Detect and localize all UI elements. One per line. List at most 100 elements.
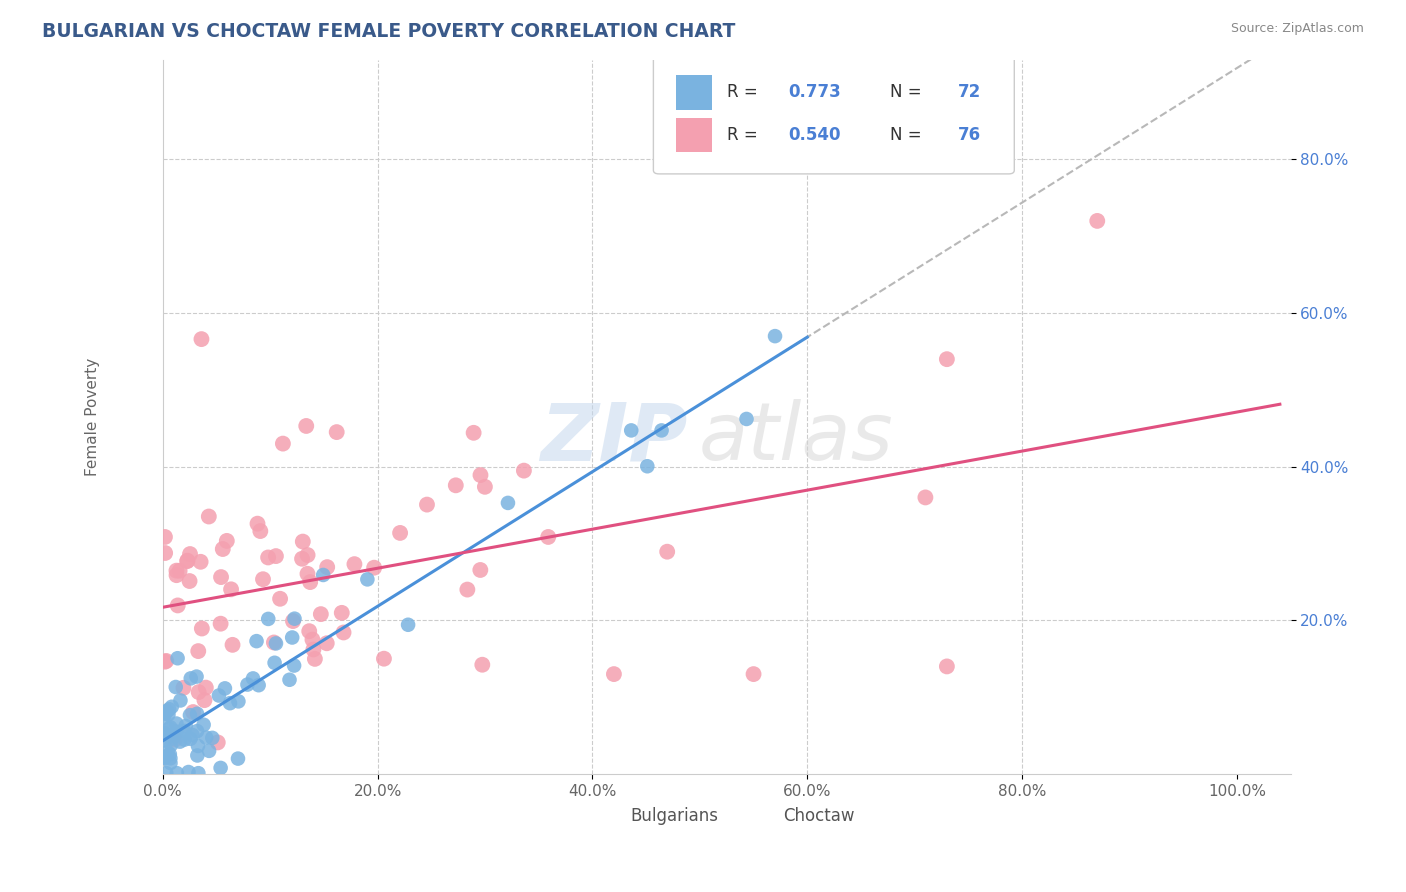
Point	[264, 549, 287, 563]
Point	[186, 748, 208, 763]
Point	[180, 672, 202, 686]
Point	[186, 706, 208, 721]
Point	[156, 745, 179, 759]
Point	[209, 761, 232, 775]
Point	[190, 332, 212, 346]
Point	[190, 555, 212, 569]
Point	[252, 572, 274, 586]
Point	[343, 557, 366, 571]
Point	[198, 744, 221, 758]
Point	[193, 693, 215, 707]
Text: ZIP: ZIP	[540, 400, 688, 477]
Point	[215, 533, 238, 548]
Point	[496, 496, 519, 510]
Point	[165, 725, 187, 739]
Text: 0.540: 0.540	[789, 127, 841, 145]
Point	[304, 652, 326, 666]
Text: Bulgarians: Bulgarians	[631, 807, 718, 825]
Point	[177, 765, 200, 780]
Point	[301, 632, 323, 647]
Text: N =: N =	[890, 84, 927, 102]
Point	[456, 582, 478, 597]
Point	[295, 419, 318, 434]
Point	[153, 751, 176, 765]
Point	[226, 751, 249, 765]
Point	[264, 636, 287, 650]
Point	[166, 724, 188, 739]
Point	[278, 673, 301, 687]
Point	[291, 534, 314, 549]
Point	[179, 574, 201, 588]
FancyBboxPatch shape	[676, 75, 711, 110]
Point	[283, 612, 305, 626]
Point	[153, 655, 176, 669]
Point	[219, 696, 242, 710]
FancyBboxPatch shape	[654, 56, 1014, 174]
Text: BULGARIAN VS CHOCTAW FEMALE POVERTY CORRELATION CHART: BULGARIAN VS CHOCTAW FEMALE POVERTY CORR…	[42, 22, 735, 41]
Point	[263, 656, 285, 670]
Point	[236, 677, 259, 691]
Text: Source: ZipAtlas.com: Source: ZipAtlas.com	[1230, 22, 1364, 36]
Point	[152, 711, 174, 725]
Point	[221, 638, 243, 652]
Point	[166, 651, 188, 665]
Point	[283, 658, 305, 673]
Point	[247, 678, 270, 692]
Point	[416, 498, 439, 512]
Point	[636, 459, 658, 474]
Point	[207, 735, 229, 749]
Text: 0.773: 0.773	[789, 84, 841, 102]
Point	[165, 564, 187, 578]
Point	[396, 617, 419, 632]
Point	[297, 566, 319, 581]
Point	[176, 554, 198, 568]
Point	[165, 732, 187, 747]
Point	[603, 667, 626, 681]
Point	[153, 733, 176, 747]
Point	[165, 680, 187, 694]
Point	[169, 693, 191, 707]
Point	[537, 530, 560, 544]
Point	[179, 708, 201, 723]
Point	[444, 478, 467, 492]
Point	[187, 644, 209, 658]
Point	[373, 651, 395, 665]
Point	[186, 724, 208, 739]
Point	[312, 568, 335, 582]
Point	[249, 524, 271, 538]
Point	[166, 568, 188, 582]
Point	[302, 642, 325, 657]
Point	[330, 606, 353, 620]
FancyBboxPatch shape	[676, 118, 711, 153]
Point	[470, 468, 492, 483]
Point	[281, 614, 304, 628]
Point	[174, 719, 197, 733]
Point	[657, 544, 679, 558]
Text: N =: N =	[890, 127, 927, 145]
Point	[173, 732, 195, 747]
Point	[242, 672, 264, 686]
Text: Choctaw: Choctaw	[783, 807, 855, 825]
Point	[214, 681, 236, 696]
Point	[165, 716, 187, 731]
Point	[160, 738, 183, 752]
Point	[332, 625, 354, 640]
FancyBboxPatch shape	[598, 804, 621, 829]
Point	[269, 591, 291, 606]
Point	[169, 734, 191, 748]
Point	[160, 731, 183, 746]
Point	[271, 436, 294, 450]
Point	[157, 707, 180, 722]
Point	[172, 681, 194, 695]
Point	[389, 525, 412, 540]
Point	[263, 635, 285, 649]
Point	[471, 657, 494, 672]
Point	[166, 599, 188, 613]
Point	[181, 728, 204, 742]
Point	[159, 751, 181, 765]
Point	[159, 756, 181, 770]
Point	[298, 624, 321, 639]
Point	[153, 749, 176, 764]
Point	[935, 659, 957, 673]
Point	[363, 560, 385, 574]
